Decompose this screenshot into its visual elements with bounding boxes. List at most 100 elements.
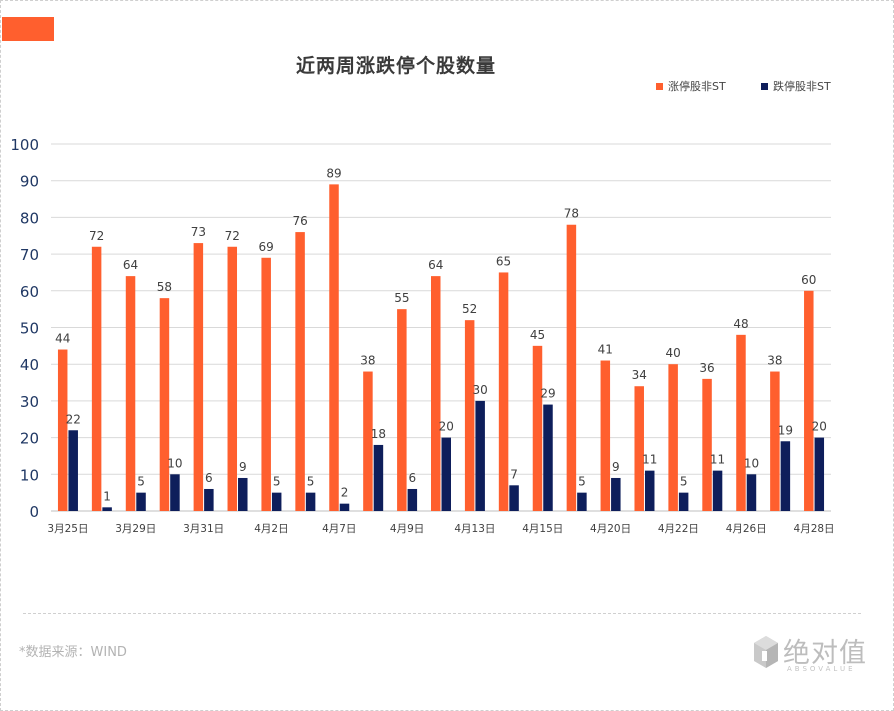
bar-limit-up: [702, 378, 712, 511]
x-tick-label: 3月29日: [115, 523, 156, 535]
bar-chart: 010203040506070809010044223月25日7216453月2…: [10, 136, 835, 535]
data-label-limit-down: 5: [680, 475, 688, 489]
data-label-limit-up: 65: [496, 254, 511, 268]
data-label-limit-down: 9: [612, 460, 620, 474]
bar-limit-down: [271, 492, 282, 511]
bar-limit-up: [464, 320, 475, 511]
bar-limit-up: [261, 257, 271, 511]
bar-limit-down: [780, 441, 791, 511]
data-label-limit-up: 44: [55, 332, 70, 346]
bar-limit-up: [498, 272, 509, 511]
y-tick-label: 90: [20, 173, 39, 191]
bar-limit-down: [678, 492, 689, 511]
data-label-limit-down: 20: [439, 420, 454, 434]
brand-logo: 绝对值 ABSOVALUE: [753, 633, 873, 681]
bar-limit-down: [407, 488, 418, 511]
data-label-limit-up: 41: [598, 343, 613, 357]
data-label-limit-up: 38: [767, 354, 782, 368]
bar-limit-up: [329, 184, 339, 511]
y-tick-label: 10: [20, 466, 39, 484]
data-label-limit-up: 45: [530, 328, 545, 342]
data-label-limit-up: 64: [428, 258, 443, 272]
bar-limit-up: [363, 371, 373, 511]
data-label-limit-down: 18: [371, 427, 386, 441]
bar-limit-down: [543, 404, 553, 511]
logo-cube-icon: [754, 636, 778, 668]
data-label-limit-up: 36: [699, 361, 714, 375]
bar-limit-up: [193, 243, 204, 511]
bar-limit-up: [57, 349, 68, 511]
bar-limit-up: [125, 276, 136, 511]
bar-limit-down: [611, 477, 621, 511]
bar-limit-up: [634, 386, 644, 511]
bar-limit-down: [238, 477, 248, 511]
bar-limit-up: [532, 345, 543, 511]
bar-limit-down: [577, 492, 587, 511]
bar-limit-down: [170, 474, 180, 511]
x-tick-label: 4月7日: [322, 523, 356, 535]
bar-limit-down: [814, 437, 825, 511]
x-tick-label: 4月13日: [454, 523, 495, 535]
data-label-limit-up: 69: [259, 240, 274, 254]
x-tick-label: 3月25日: [47, 523, 88, 535]
bar-limit-up: [397, 309, 407, 511]
bar-limit-up: [804, 290, 814, 511]
data-label-limit-down: 29: [540, 387, 555, 401]
x-tick-label: 4月15日: [522, 523, 563, 535]
logo-text: 绝对值: [783, 638, 867, 669]
bar-limit-down: [746, 474, 757, 511]
data-label-limit-down: 7: [510, 467, 518, 481]
data-label-limit-down: 6: [205, 471, 213, 485]
data-label-limit-down: 5: [273, 475, 281, 489]
legend-label-limit-down: 跌停股非ST: [773, 80, 831, 93]
legend-swatch-limit-up: [656, 82, 663, 90]
data-label-limit-up: 55: [394, 291, 409, 305]
bar-limit-down: [68, 430, 78, 511]
data-label-limit-down: 2: [341, 486, 349, 500]
data-label-limit-up: 48: [733, 317, 748, 331]
data-label-limit-up: 52: [462, 302, 477, 316]
legend-item-limit-down: 跌停股非ST: [761, 78, 831, 94]
legend-label-limit-up: 涨停股非ST: [668, 80, 726, 93]
bar-limit-down: [305, 492, 316, 511]
bar-limit-down: [441, 437, 451, 511]
bar-limit-up: [227, 246, 238, 511]
bar-limit-down: [136, 492, 146, 511]
y-tick-label: 60: [20, 283, 39, 301]
accent-bar: [2, 17, 54, 41]
x-tick-label: 4月28日: [794, 523, 835, 535]
data-label-limit-down: 9: [239, 460, 247, 474]
data-label-limit-up: 38: [360, 354, 375, 368]
data-label-limit-up: 72: [225, 229, 240, 243]
bar-limit-up: [295, 232, 305, 511]
data-label-limit-down: 22: [66, 412, 81, 426]
y-tick-label: 40: [20, 356, 39, 374]
data-label-limit-up: 34: [632, 368, 647, 382]
data-label-limit-up: 89: [326, 166, 341, 180]
bar-limit-down: [644, 470, 655, 511]
x-tick-label: 3月31日: [183, 523, 224, 535]
data-label-limit-up: 64: [123, 258, 138, 272]
data-label-limit-down: 10: [167, 456, 182, 470]
data-label-limit-down: 1: [103, 489, 111, 503]
data-label-limit-down: 10: [744, 456, 759, 470]
x-tick-label: 4月26日: [726, 523, 767, 535]
data-source-note: *数据来源：WIND: [19, 645, 127, 660]
data-label-limit-up: 73: [191, 225, 206, 239]
bar-limit-up: [91, 246, 102, 511]
logo-subtext: ABSOVALUE: [787, 665, 856, 673]
y-tick-label: 0: [29, 503, 39, 521]
bar-limit-up: [770, 371, 780, 511]
bar-limit-down: [509, 485, 519, 511]
chart-title: 近两周涨跌停个股数量: [295, 55, 496, 77]
bar-limit-up: [431, 276, 441, 511]
bar-limit-up: [736, 334, 746, 511]
bar-limit-down: [204, 488, 214, 511]
bar-limit-down: [102, 507, 112, 511]
bar-limit-up: [159, 298, 170, 511]
legend-swatch-limit-down: [761, 82, 768, 90]
y-tick-label: 100: [10, 136, 39, 154]
bar-limit-up: [668, 364, 678, 511]
legend-item-limit-up: 涨停股非ST: [656, 78, 726, 94]
